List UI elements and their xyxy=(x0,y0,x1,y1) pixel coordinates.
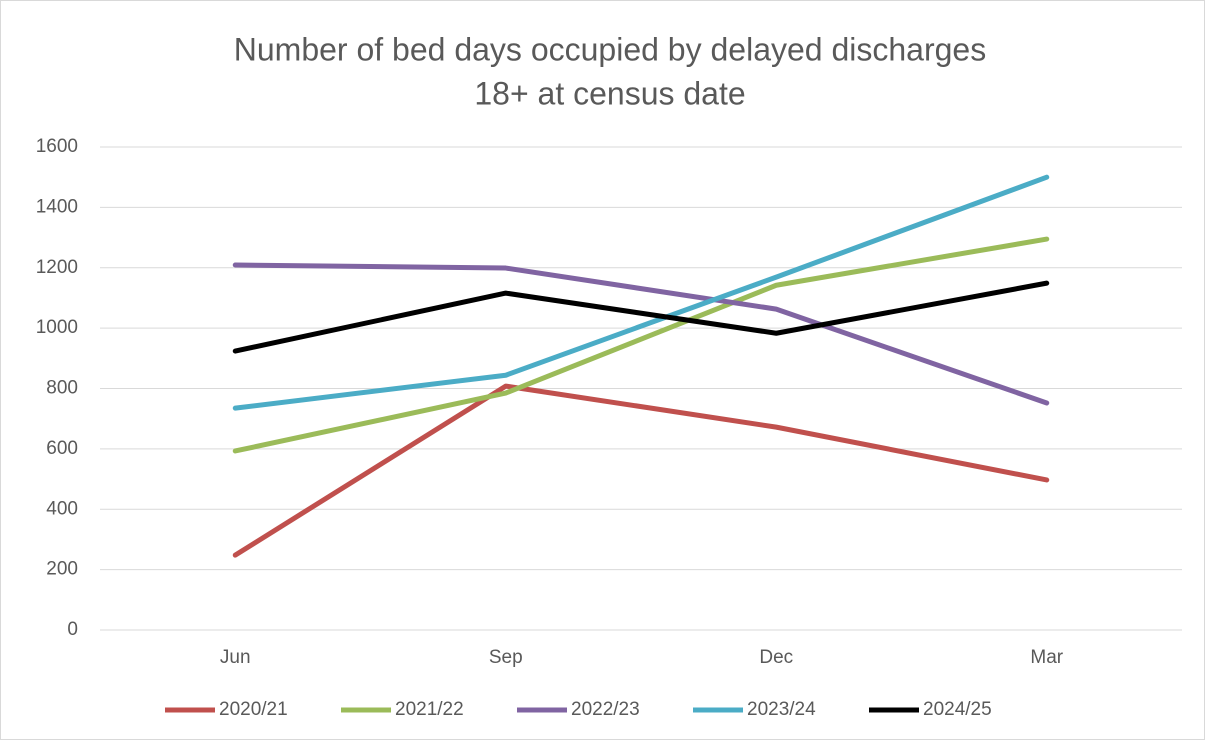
legend-label: 2024/25 xyxy=(923,699,992,720)
y-tick-label: 1600 xyxy=(36,136,78,157)
y-tick-label: 600 xyxy=(46,438,78,459)
chart-title: 18+ at census date xyxy=(474,75,745,111)
series-line xyxy=(232,262,1050,406)
legend-label: 2022/23 xyxy=(571,699,640,720)
series-line xyxy=(232,280,1050,354)
y-tick-label: 1000 xyxy=(36,317,78,338)
legend-label: 2020/21 xyxy=(219,699,288,720)
series-line xyxy=(232,236,1050,454)
y-tick-label: 200 xyxy=(46,559,78,580)
y-tick-label: 800 xyxy=(46,378,78,399)
y-tick-label: 0 xyxy=(67,619,78,640)
legend-label: 2021/22 xyxy=(395,699,464,720)
x-tick-label: Sep xyxy=(489,647,523,668)
y-tick-label: 1400 xyxy=(36,196,78,217)
y-tick-label: 400 xyxy=(46,498,78,519)
y-tick-label: 1200 xyxy=(36,257,78,278)
x-tick-label: Mar xyxy=(1030,647,1063,668)
series-line xyxy=(232,383,1050,558)
legend-label: 2023/24 xyxy=(747,699,816,720)
chart-title: Number of bed days occupied by delayed d… xyxy=(234,31,986,67)
series-line xyxy=(232,174,1050,411)
x-tick-label: Dec xyxy=(759,647,793,668)
x-tick-label: Jun xyxy=(220,647,251,668)
